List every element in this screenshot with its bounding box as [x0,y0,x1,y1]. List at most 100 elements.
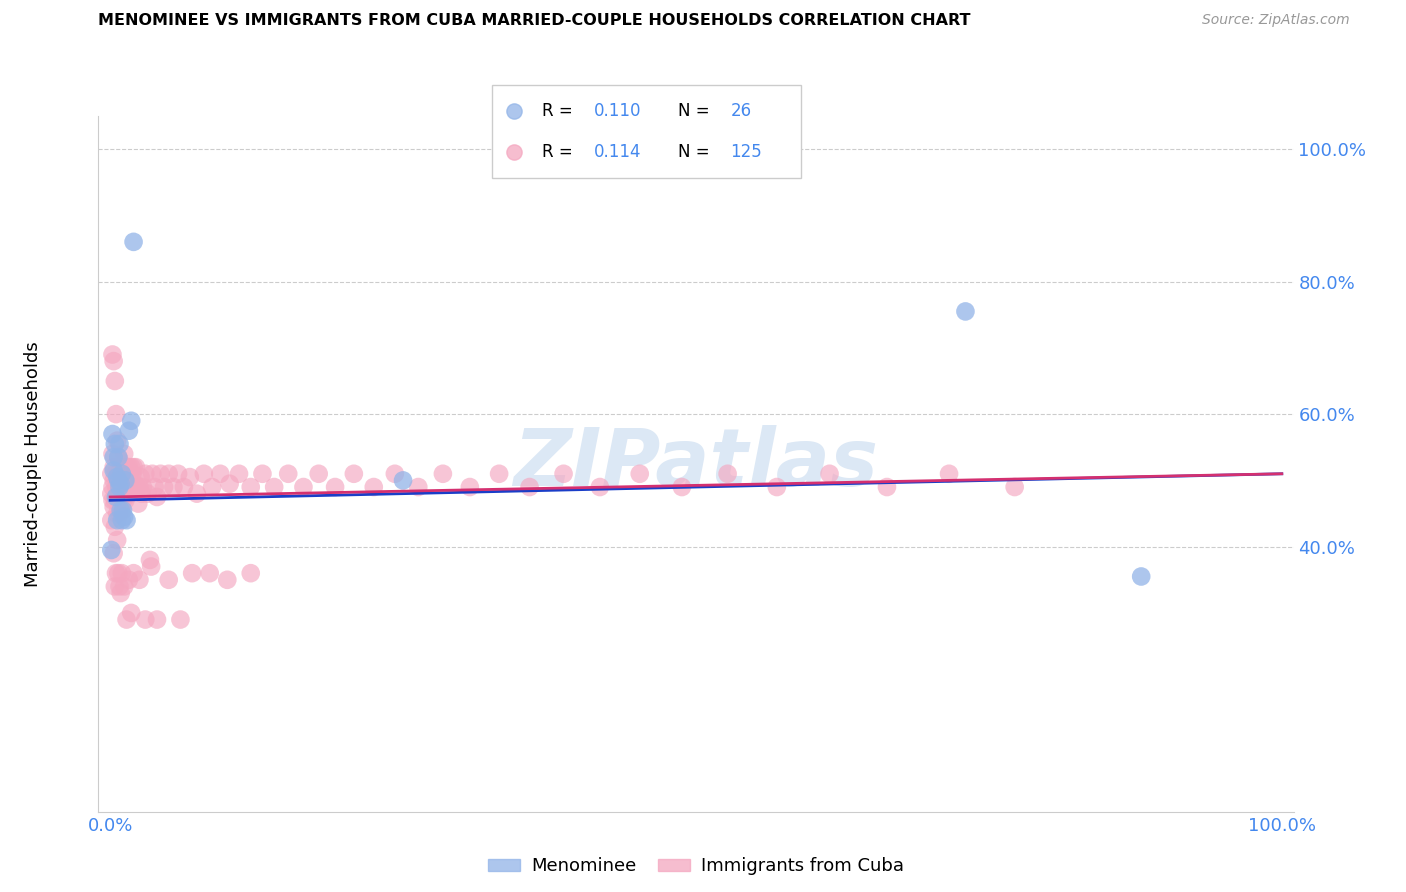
Point [628,467,651,481]
Point [118,486,141,500]
Point [111,467,134,481]
Point [110,467,132,481]
Point [105,533,128,547]
Point [765,480,787,494]
Point [308,467,330,481]
Point [198,566,221,581]
Point [103,354,125,368]
Point [277,467,299,481]
Point [384,467,406,481]
Point [128,573,150,587]
Point [124,476,146,491]
Point [105,480,128,494]
Point [104,579,127,593]
Point [122,566,145,581]
Point [108,453,131,467]
Text: MENOMINEE VS IMMIGRANTS FROM CUBA MARRIED-COUPLE HOUSEHOLDS CORRELATION CHART: MENOMINEE VS IMMIGRANTS FROM CUBA MARRIE… [98,13,972,29]
Point [105,467,128,481]
Point [107,493,129,508]
Text: N =: N = [678,144,714,161]
Point [100,486,122,500]
Point [120,606,142,620]
Point [112,579,135,593]
Point [519,480,541,494]
Text: Source: ZipAtlas.com: Source: ZipAtlas.com [1202,13,1350,28]
Point [105,566,128,581]
Point [173,480,195,494]
Point [114,493,136,508]
Point [239,566,262,581]
Point [105,490,128,504]
Point [323,480,346,494]
Point [103,460,125,475]
Point [179,470,201,484]
Legend: Menominee, Immigrants from Cuba: Menominee, Immigrants from Cuba [481,850,911,883]
Point [128,480,150,494]
Text: Married-couple Households: Married-couple Households [24,341,42,587]
Point [114,480,136,494]
Text: N =: N = [678,102,714,120]
Point [108,437,131,451]
Point [107,474,129,488]
Point [111,513,134,527]
Point [432,467,454,481]
Point [263,480,285,494]
Point [122,460,145,475]
Point [107,467,129,481]
Point [134,467,156,481]
Point [104,493,127,508]
Point [108,480,131,494]
Point [363,480,385,494]
Point [131,486,153,500]
Point [112,493,135,508]
Point [105,407,128,421]
Point [117,480,139,494]
Point [343,467,366,481]
Point [118,573,141,587]
Point [110,503,132,517]
Point [111,460,134,475]
Point [100,543,122,558]
Point [201,480,224,494]
Point [193,467,215,481]
Point [139,553,162,567]
Point [120,480,141,494]
Point [134,613,156,627]
Point [141,559,163,574]
Point [101,447,124,461]
Point [167,467,190,481]
Point [115,613,138,627]
Text: 0.110: 0.110 [595,102,641,120]
Point [292,480,315,494]
Point [141,467,163,481]
Point [149,467,172,481]
Point [103,546,125,560]
Point [103,450,125,465]
Point [136,486,159,500]
Point [112,503,135,517]
Point [157,467,180,481]
Point [120,480,142,494]
Point [818,467,841,481]
Point [100,513,122,527]
Point [105,480,128,494]
Point [1130,569,1153,583]
Point [181,566,204,581]
Point [112,447,135,461]
Point [488,467,510,481]
Point [146,490,169,504]
Point [112,467,135,481]
Point [101,480,124,494]
Point [111,503,134,517]
Point [105,434,128,448]
Point [228,467,250,481]
Point [120,486,141,500]
Point [716,467,740,481]
Point [169,613,191,627]
Point [101,347,124,361]
Point [408,480,430,494]
Point [127,480,149,494]
Point [392,474,415,488]
Point [101,493,124,508]
Point [157,573,180,587]
